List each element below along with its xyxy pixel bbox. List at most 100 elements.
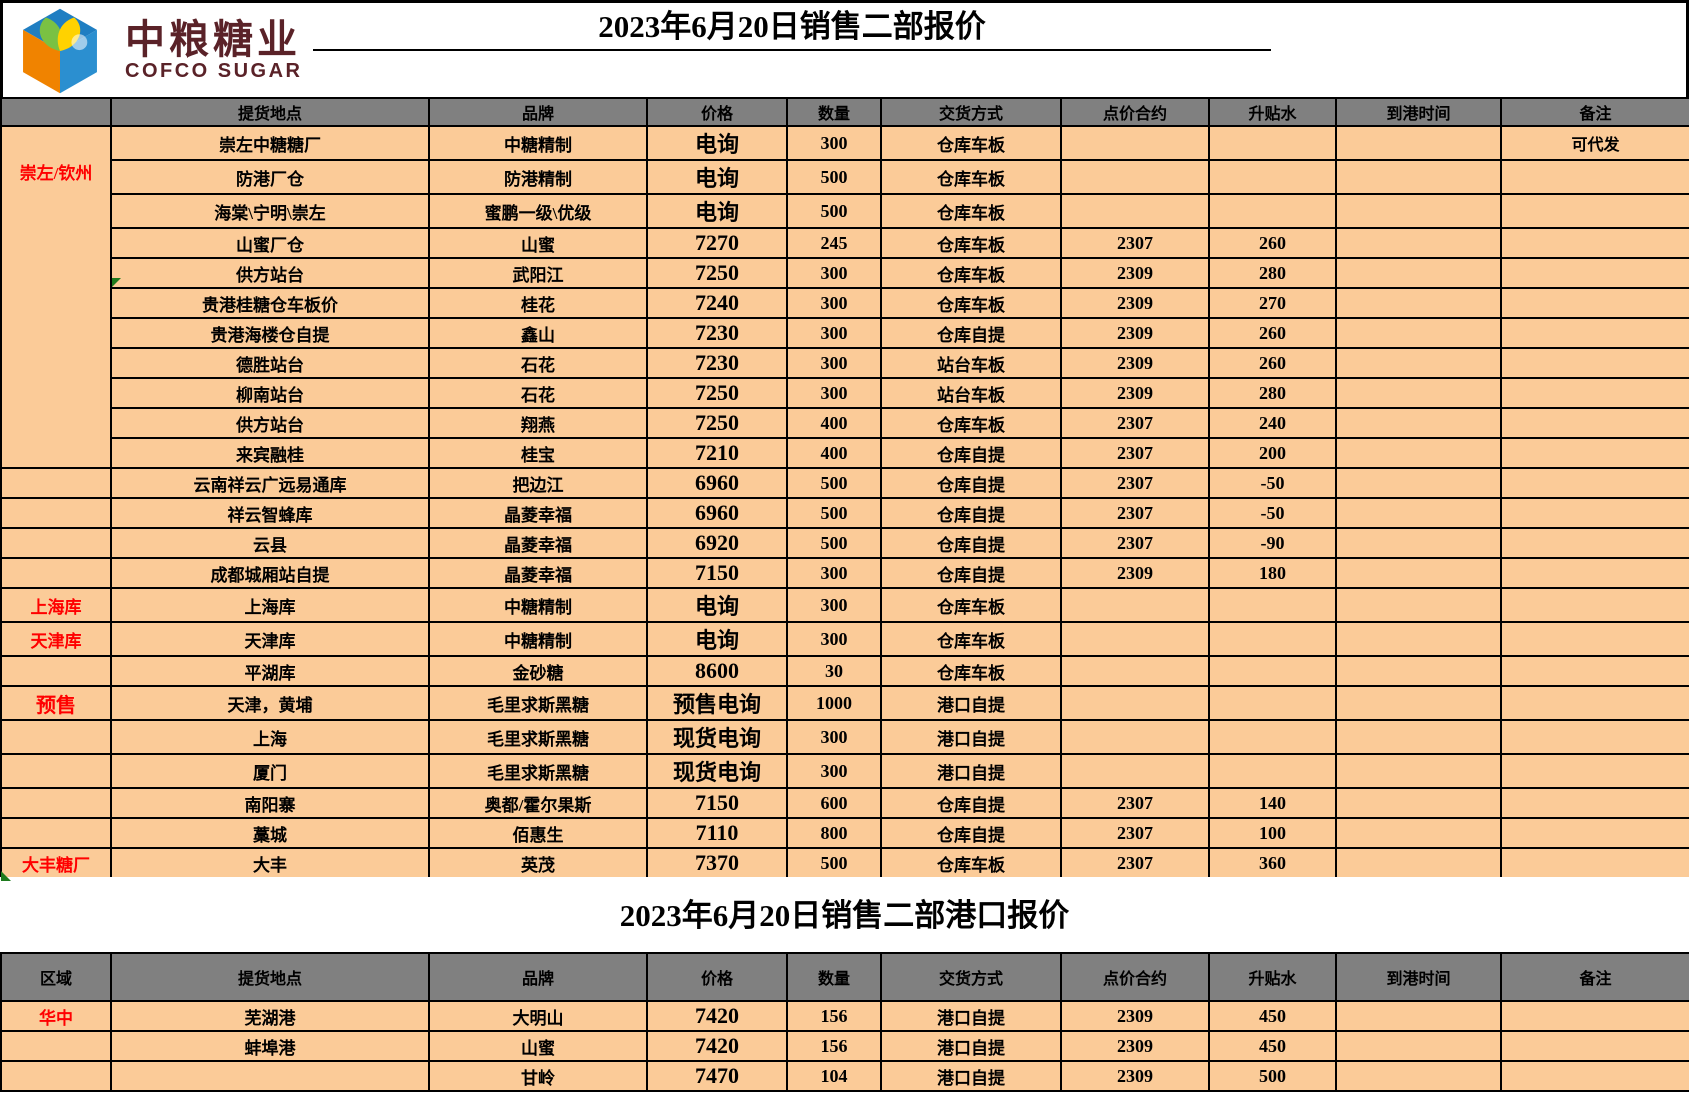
premium-cell: -90 <box>1208 527 1337 559</box>
table-row: 贵港桂糖仓车板价 桂花 7240 300 仓库车板 2309 270 <box>1 287 1689 319</box>
table-row: 蚌埠港 山蜜 7420 156 港口自提 2309 450 <box>0 1030 1689 1062</box>
pickup-location-cell: 柳南站台 <box>110 377 430 409</box>
column-header-pricing-contract: 点价合约 <box>1060 952 1210 1002</box>
arrival-time-cell <box>1335 125 1502 161</box>
column-header-region: 区域 <box>0 952 112 1002</box>
pricing-contract-cell <box>1060 753 1210 789</box>
quantity-cell: 300 <box>786 377 882 409</box>
quantity-cell: 1000 <box>786 685 882 721</box>
column-header-premium: 升贴水 <box>1208 952 1337 1002</box>
price-cell: 现货电询 <box>646 719 788 755</box>
price-cell: 8600 <box>646 655 788 687</box>
arrival-time-cell <box>1335 719 1502 755</box>
table-row: 德胜站台 石花 7230 300 站台车板 2309 260 <box>1 347 1689 379</box>
pricing-contract-cell <box>1060 159 1210 195</box>
main-title: 2023年6月20日销售二部报价 <box>313 5 1271 51</box>
region-label-cell: 天津库 <box>0 621 112 657</box>
cofco-sugar-logo: 中粮糖业 COFCO SUGAR <box>15 7 303 95</box>
remark-cell <box>1500 317 1689 349</box>
quantity-cell: 500 <box>786 527 882 559</box>
price-cell: 7230 <box>646 317 788 349</box>
column-header-price: 价格 <box>646 952 788 1002</box>
price-cell: 6960 <box>646 467 788 499</box>
pickup-location-cell: 供方站台 <box>110 407 430 439</box>
brand-cell: 鑫山 <box>428 317 648 349</box>
remark-cell <box>1500 527 1689 559</box>
arrival-time-cell <box>1335 257 1502 289</box>
pricing-contract-cell: 2309 <box>1060 1060 1210 1092</box>
delivery-method-cell: 仓库车板 <box>880 257 1062 289</box>
table-row: 柳南站台 石花 7250 300 站台车板 2309 280 <box>1 377 1689 409</box>
pricing-contract-cell: 2309 <box>1060 347 1210 379</box>
brand-cell: 中糖精制 <box>428 125 648 161</box>
delivery-method-cell: 仓库车板 <box>880 621 1062 657</box>
region-label-cell: 上海库 <box>0 587 112 623</box>
region-label-cell <box>0 497 112 529</box>
region-label-cell: 预售 <box>0 685 112 721</box>
remark-cell <box>1500 497 1689 529</box>
delivery-method-cell: 仓库车板 <box>880 587 1062 623</box>
table-row: 平湖库 金砂糖 8600 30 仓库车板 <box>0 655 1689 687</box>
pickup-location-cell: 天津库 <box>110 621 430 657</box>
pickup-location-cell: 供方站台 <box>110 257 430 289</box>
brand-cell: 晶菱幸福 <box>428 557 648 589</box>
pickup-location-cell: 云南祥云广远易通库 <box>110 467 430 499</box>
column-header-pickup-location: 提货地点 <box>110 97 430 127</box>
arrival-time-cell <box>1335 753 1502 789</box>
brand-cell: 大明山 <box>428 1000 648 1032</box>
delivery-method-cell: 港口自提 <box>880 1060 1062 1092</box>
arrival-time-cell <box>1335 527 1502 559</box>
premium-cell: 260 <box>1208 227 1337 259</box>
pickup-location-cell: 来宾融桂 <box>110 437 430 469</box>
pickup-location-cell: 平湖库 <box>110 655 430 687</box>
delivery-method-cell: 仓库自提 <box>880 497 1062 529</box>
region-label-cell <box>0 817 112 849</box>
price-cell: 7240 <box>646 287 788 319</box>
quantity-cell: 300 <box>786 287 882 319</box>
brand-cell: 山蜜 <box>428 1030 648 1062</box>
brand-cell: 中糖精制 <box>428 587 648 623</box>
remark-cell <box>1500 437 1689 469</box>
logo-name-en: COFCO SUGAR <box>125 60 303 83</box>
quantity-cell: 300 <box>786 753 882 789</box>
arrival-time-cell <box>1335 437 1502 469</box>
table-row: 云南祥云广远易通库 把边江 6960 500 仓库自提 2307 -50 <box>0 467 1689 499</box>
remark-cell <box>1500 557 1689 589</box>
quantity-cell: 300 <box>786 719 882 755</box>
top-band: 中粮糖业 COFCO SUGAR 2023年6月20日销售二部报价 <box>0 0 1689 97</box>
remark-cell <box>1500 227 1689 259</box>
table-row: 来宾融桂 桂宝 7210 400 仓库自提 2307 200 <box>1 437 1689 469</box>
remark-cell <box>1500 621 1689 657</box>
pricing-contract-cell: 2307 <box>1060 847 1210 879</box>
pickup-location-cell: 德胜站台 <box>110 347 430 379</box>
premium-cell: 200 <box>1208 437 1337 469</box>
delivery-method-cell: 仓库车板 <box>880 193 1062 229</box>
pricing-contract-cell: 2309 <box>1060 377 1210 409</box>
premium-cell <box>1208 587 1337 623</box>
premium-cell: -50 <box>1208 497 1337 529</box>
premium-cell: -50 <box>1208 467 1337 499</box>
arrival-time-cell <box>1335 1060 1502 1092</box>
delivery-method-cell: 仓库自提 <box>880 527 1062 559</box>
brand-cell: 晶菱幸福 <box>428 497 648 529</box>
pickup-location-cell: 天津，黄埔 <box>110 685 430 721</box>
pricing-contract-cell <box>1060 621 1210 657</box>
arrival-time-cell <box>1335 1030 1502 1062</box>
header-row: 提货地点 品牌 价格 数量 交货方式 点价合约 升贴水 到港时间 备注 <box>0 97 1689 127</box>
pricing-contract-cell <box>1060 587 1210 623</box>
brand-cell: 把边江 <box>428 467 648 499</box>
region-label-cell <box>0 655 112 687</box>
arrival-time-cell <box>1335 159 1502 195</box>
price-cell: 7210 <box>646 437 788 469</box>
brand-cell: 金砂糖 <box>428 655 648 687</box>
price-cell: 电询 <box>646 125 788 161</box>
premium-cell: 100 <box>1208 817 1337 849</box>
region-label-cell <box>0 1060 112 1092</box>
quantity-cell: 500 <box>786 467 882 499</box>
table-row: 甘岭 7470 104 港口自提 2309 500 <box>0 1060 1689 1092</box>
table-row: 防港厂仓 防港精制 电询 500 仓库车板 <box>1 159 1689 195</box>
region-label-cell: 崇左/钦州 <box>0 125 112 469</box>
quantity-cell: 300 <box>786 557 882 589</box>
region-label-cell: 大丰糖厂 <box>0 847 112 879</box>
